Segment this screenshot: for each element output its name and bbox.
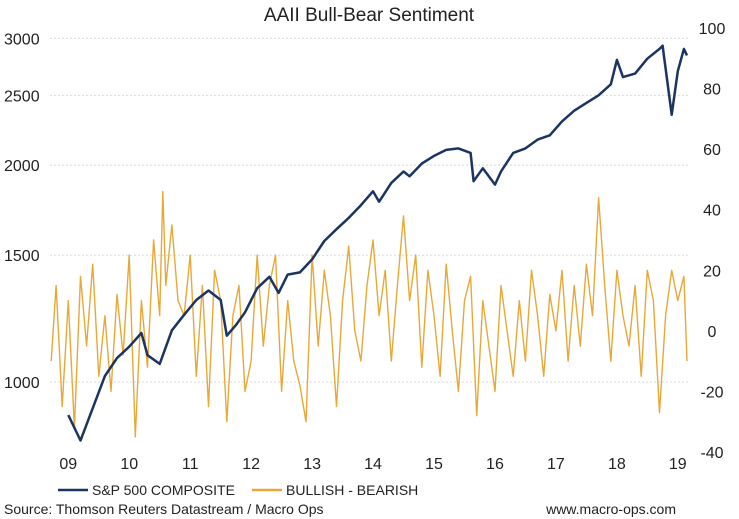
x-tick-label: 11 xyxy=(182,456,199,473)
right-tick-label: 100 xyxy=(699,21,726,38)
x-tick-label: 13 xyxy=(303,456,321,473)
x-tick-label: 14 xyxy=(364,456,382,473)
legend-label-sp500: S&P 500 COMPOSITE xyxy=(92,482,235,498)
legend: S&P 500 COMPOSITE BULLISH - BEARISH xyxy=(58,482,418,498)
right-tick-label: 0 xyxy=(708,324,717,341)
left-tick-label: 2000 xyxy=(4,158,40,175)
right-tick-label: 60 xyxy=(703,142,721,159)
left-tick-label: 1000 xyxy=(4,375,40,392)
x-tick-label: 16 xyxy=(486,456,504,473)
right-axis: -40 -20 0 20 40 60 80 100 xyxy=(699,21,726,462)
x-tick-label: 09 xyxy=(59,456,77,473)
left-tick-label: 1500 xyxy=(4,248,40,265)
chart-title: AAII Bull-Bear Sentiment xyxy=(264,5,475,26)
right-tick-label: -40 xyxy=(700,445,723,462)
x-tick-label: 15 xyxy=(425,456,443,473)
left-axis: 1000 1500 2000 2500 3000 xyxy=(4,31,40,392)
x-tick-label: 12 xyxy=(242,456,260,473)
legend-label-bull-bear: BULLISH - BEARISH xyxy=(286,482,418,498)
x-tick-label: 19 xyxy=(669,456,687,473)
right-tick-label: 40 xyxy=(703,203,721,220)
right-tick-label: -20 xyxy=(700,384,723,401)
left-tick-label: 3000 xyxy=(4,31,40,48)
x-tick-label: 17 xyxy=(547,456,565,473)
x-tick-label: 10 xyxy=(120,456,138,473)
left-tick-label: 2500 xyxy=(4,88,40,105)
website-link[interactable]: www.macro-ops.com xyxy=(545,501,676,517)
source-note: Source: Thomson Reuters Datastream / Mac… xyxy=(4,501,324,517)
series-layer xyxy=(50,44,689,442)
x-tick-label: 18 xyxy=(608,456,626,473)
right-tick-label: 80 xyxy=(703,82,721,99)
x-axis: 09 10 11 12 13 14 15 16 17 18 19 xyxy=(59,456,686,473)
series-line-sp500 xyxy=(67,44,689,442)
gridlines xyxy=(50,37,690,383)
right-tick-label: 20 xyxy=(703,263,721,280)
series-line-bull-bear xyxy=(50,190,688,438)
